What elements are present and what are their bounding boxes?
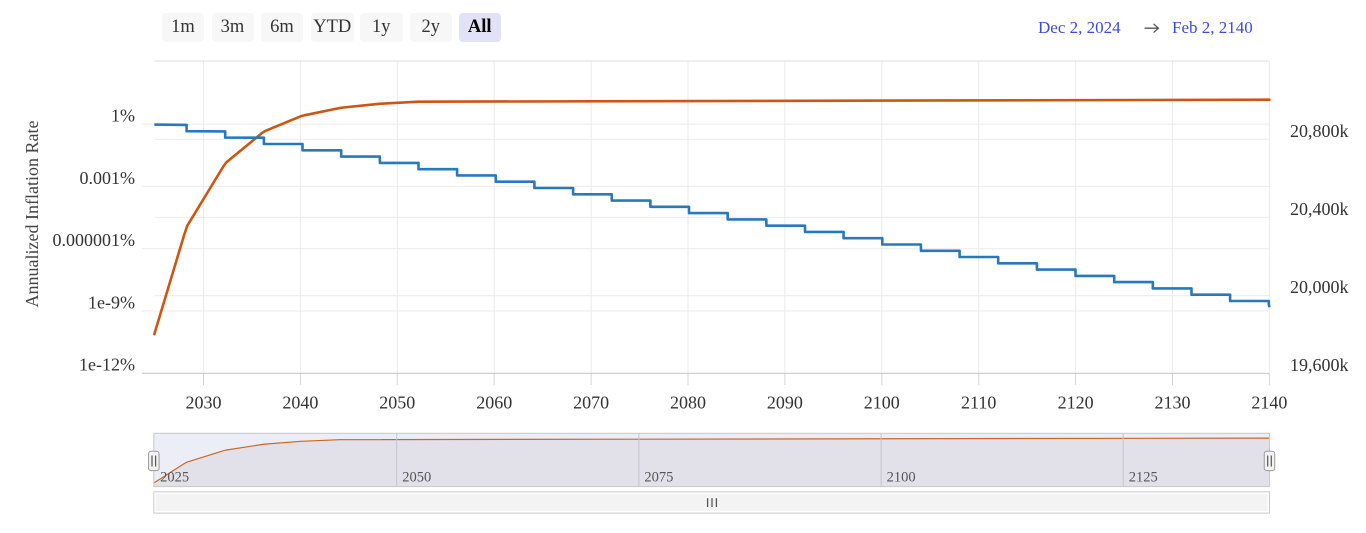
svg-text:2030: 2030 <box>186 393 222 413</box>
svg-text:2100: 2100 <box>864 393 900 413</box>
svg-text:2050: 2050 <box>402 470 431 486</box>
svg-text:2120: 2120 <box>1058 393 1094 413</box>
svg-text:20,400k: 20,400k <box>1290 199 1349 219</box>
svg-text:2100: 2100 <box>887 470 916 486</box>
svg-text:2025: 2025 <box>160 470 189 486</box>
svg-text:20,800k: 20,800k <box>1290 121 1349 141</box>
svg-text:0.000001%: 0.000001% <box>53 230 136 250</box>
svg-text:2040: 2040 <box>282 393 318 413</box>
svg-text:1e-9%: 1e-9% <box>88 292 135 312</box>
svg-text:2075: 2075 <box>644 470 673 486</box>
svg-text:2090: 2090 <box>767 393 803 413</box>
svg-text:2125: 2125 <box>1129 470 1158 486</box>
svg-text:1e-12%: 1e-12% <box>79 355 135 375</box>
svg-text:2140: 2140 <box>1251 393 1287 413</box>
svg-text:0.001%: 0.001% <box>80 168 136 188</box>
svg-text:Annualized Inflation Rate: Annualized Inflation Rate <box>22 121 42 308</box>
svg-text:2050: 2050 <box>379 393 415 413</box>
svg-text:2070: 2070 <box>573 393 609 413</box>
svg-text:2130: 2130 <box>1155 393 1191 413</box>
svg-text:2110: 2110 <box>961 393 996 413</box>
svg-text:2080: 2080 <box>670 393 706 413</box>
svg-text:2060: 2060 <box>476 393 512 413</box>
svg-text:19,600k: 19,600k <box>1290 355 1349 375</box>
svg-text:1%: 1% <box>111 106 135 126</box>
svg-text:20,000k: 20,000k <box>1290 277 1349 297</box>
